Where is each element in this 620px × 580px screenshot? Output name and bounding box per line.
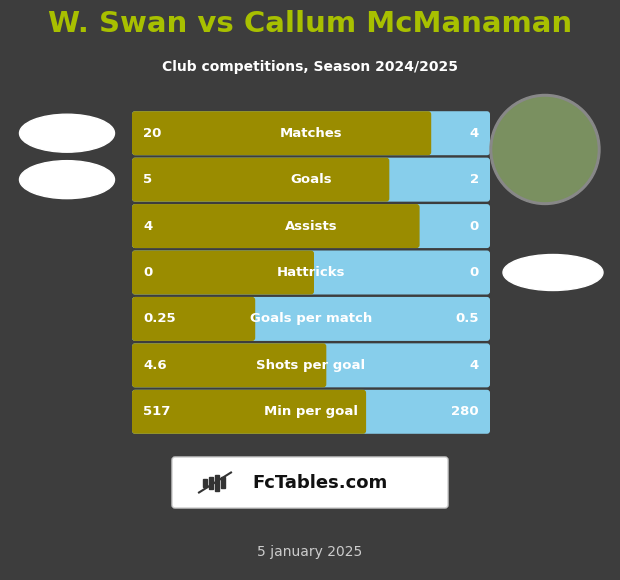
- Text: 0.25: 0.25: [143, 313, 175, 325]
- Text: Hattricks: Hattricks: [277, 266, 345, 279]
- FancyBboxPatch shape: [132, 343, 490, 387]
- FancyBboxPatch shape: [132, 297, 255, 341]
- Text: Matches: Matches: [280, 126, 342, 140]
- Bar: [203, 478, 207, 487]
- Text: 4.6: 4.6: [143, 359, 167, 372]
- FancyBboxPatch shape: [132, 251, 490, 295]
- Ellipse shape: [19, 114, 115, 152]
- Text: 4: 4: [143, 220, 153, 233]
- Text: FcTables.com: FcTables.com: [252, 473, 388, 491]
- Text: 20: 20: [143, 126, 161, 140]
- Bar: [221, 477, 225, 488]
- Text: Shots per goal: Shots per goal: [257, 359, 366, 372]
- Text: 0: 0: [470, 220, 479, 233]
- Text: Goals: Goals: [290, 173, 332, 186]
- Circle shape: [490, 95, 600, 205]
- Text: Min per goal: Min per goal: [264, 405, 358, 418]
- Ellipse shape: [19, 161, 115, 198]
- Bar: [209, 477, 213, 488]
- Text: W. Swan vs Callum McManaman: W. Swan vs Callum McManaman: [48, 10, 572, 38]
- Text: 2: 2: [470, 173, 479, 186]
- Text: 4: 4: [470, 126, 479, 140]
- FancyBboxPatch shape: [132, 158, 490, 202]
- FancyBboxPatch shape: [132, 204, 490, 248]
- Text: Club competitions, Season 2024/2025: Club competitions, Season 2024/2025: [162, 60, 458, 74]
- Text: Assists: Assists: [285, 220, 337, 233]
- FancyBboxPatch shape: [132, 111, 432, 155]
- FancyBboxPatch shape: [132, 251, 314, 295]
- FancyBboxPatch shape: [132, 390, 366, 434]
- Circle shape: [493, 97, 597, 201]
- Bar: [215, 474, 219, 491]
- FancyBboxPatch shape: [132, 158, 389, 202]
- Text: 4: 4: [470, 359, 479, 372]
- Text: 0: 0: [470, 266, 479, 279]
- Text: 5: 5: [143, 173, 152, 186]
- FancyBboxPatch shape: [132, 204, 420, 248]
- Text: 517: 517: [143, 405, 170, 418]
- FancyBboxPatch shape: [132, 390, 490, 434]
- Text: Goals per match: Goals per match: [250, 313, 372, 325]
- FancyBboxPatch shape: [132, 343, 326, 387]
- FancyBboxPatch shape: [132, 111, 490, 155]
- Ellipse shape: [503, 255, 603, 291]
- Text: 0.5: 0.5: [456, 313, 479, 325]
- FancyBboxPatch shape: [172, 457, 448, 508]
- Text: 0: 0: [143, 266, 153, 279]
- Text: 5 january 2025: 5 january 2025: [257, 545, 363, 559]
- Text: 280: 280: [451, 405, 479, 418]
- FancyBboxPatch shape: [132, 297, 490, 341]
